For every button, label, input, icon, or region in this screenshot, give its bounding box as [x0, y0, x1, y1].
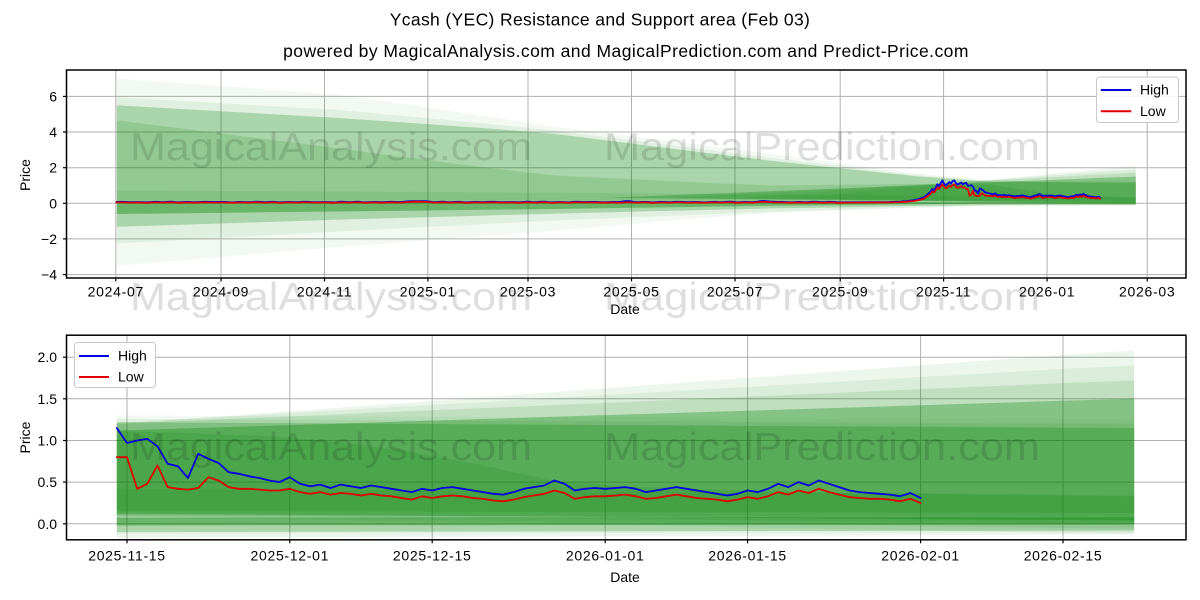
svg-text:2025-09: 2025-09 — [812, 284, 868, 300]
svg-text:1.5: 1.5 — [38, 391, 58, 407]
svg-text:2025-12-15: 2025-12-15 — [393, 548, 472, 564]
svg-text:Price: Price — [17, 421, 33, 453]
svg-text:MagicalPrediction.com: MagicalPrediction.com — [604, 426, 1040, 469]
svg-text:MagicalAnalysis.com: MagicalAnalysis.com — [130, 276, 532, 319]
svg-text:2025-11-15: 2025-11-15 — [88, 548, 166, 564]
svg-text:2024-09: 2024-09 — [193, 284, 249, 300]
svg-text:2025-03: 2025-03 — [500, 284, 556, 300]
svg-text:Ycash (YEC) Resistance and Sup: Ycash (YEC) Resistance and Support area … — [390, 10, 810, 30]
svg-text:6: 6 — [49, 88, 57, 104]
svg-text:4: 4 — [49, 124, 57, 140]
svg-text:High: High — [1140, 82, 1169, 98]
svg-text:2025-01: 2025-01 — [400, 284, 456, 300]
svg-text:2025-05: 2025-05 — [603, 284, 659, 300]
svg-text:2026-01-15: 2026-01-15 — [708, 548, 787, 564]
svg-text:2026-03: 2026-03 — [1119, 284, 1175, 300]
svg-text:2025-07: 2025-07 — [707, 284, 763, 300]
svg-text:MagicalPrediction.com: MagicalPrediction.com — [604, 126, 1040, 169]
svg-text:MagicalAnalysis.com: MagicalAnalysis.com — [130, 126, 532, 169]
svg-text:2024-11: 2024-11 — [297, 284, 352, 300]
svg-text:powered by MagicalAnalysis.com: powered by MagicalAnalysis.com and Magic… — [283, 41, 969, 61]
svg-text:0: 0 — [49, 195, 57, 211]
svg-text:MagicalAnalysis.com: MagicalAnalysis.com — [130, 426, 532, 469]
svg-text:High: High — [118, 348, 147, 364]
svg-text:2026-02-01: 2026-02-01 — [881, 548, 960, 564]
svg-text:2025-12-01: 2025-12-01 — [250, 548, 329, 564]
svg-text:2026-02-15: 2026-02-15 — [1024, 548, 1103, 564]
svg-text:2: 2 — [49, 160, 57, 176]
svg-text:0.0: 0.0 — [38, 516, 58, 532]
svg-text:0.5: 0.5 — [38, 474, 58, 490]
svg-text:Date: Date — [610, 569, 640, 585]
svg-text:Price: Price — [17, 159, 33, 191]
svg-text:2026-01-01: 2026-01-01 — [566, 548, 645, 564]
svg-text:Low: Low — [1140, 103, 1167, 119]
svg-text:2026-01: 2026-01 — [1019, 284, 1075, 300]
svg-text:MagicalPrediction.com: MagicalPrediction.com — [604, 276, 1040, 319]
svg-text:−2: −2 — [41, 231, 57, 247]
svg-text:−4: −4 — [41, 267, 57, 283]
svg-text:Low: Low — [118, 369, 145, 385]
svg-text:2024-07: 2024-07 — [88, 284, 144, 300]
svg-text:2025-11: 2025-11 — [916, 284, 971, 300]
svg-text:1.0: 1.0 — [38, 433, 58, 449]
svg-text:2.0: 2.0 — [38, 349, 58, 365]
svg-text:Date: Date — [610, 301, 640, 317]
